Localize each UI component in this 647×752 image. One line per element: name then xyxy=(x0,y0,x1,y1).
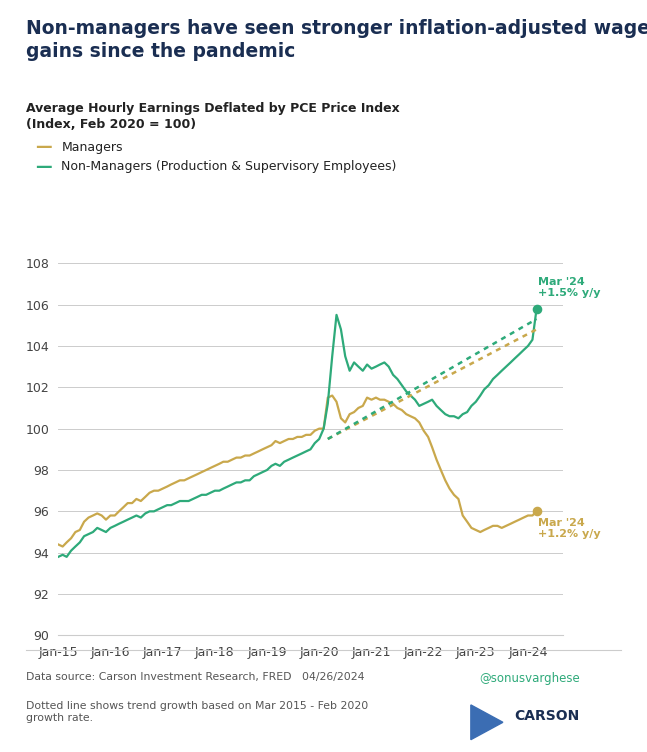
Polygon shape xyxy=(471,705,503,740)
Text: Non-managers have seen stronger inflation-adjusted wage
gains since the pandemic: Non-managers have seen stronger inflatio… xyxy=(26,19,647,61)
Text: @sonusvarghese: @sonusvarghese xyxy=(479,672,580,684)
Text: —: — xyxy=(36,158,52,176)
Text: Mar '24
+1.2% y/y: Mar '24 +1.2% y/y xyxy=(538,517,601,539)
Text: CARSON: CARSON xyxy=(514,709,580,723)
Point xyxy=(531,505,542,517)
Text: Dotted line shows trend growth based on Mar 2015 - Feb 2020
growth rate.: Dotted line shows trend growth based on … xyxy=(26,701,368,723)
Text: Non-Managers (Production & Supervisory Employees): Non-Managers (Production & Supervisory E… xyxy=(61,160,397,174)
Text: Data source: Carson Investment Research, FRED   04/26/2024: Data source: Carson Investment Research,… xyxy=(26,672,364,681)
Point xyxy=(531,303,542,315)
Text: Mar '24
+1.5% y/y: Mar '24 +1.5% y/y xyxy=(538,277,601,299)
Text: Average Hourly Earnings Deflated by PCE Price Index
(Index, Feb 2020 = 100): Average Hourly Earnings Deflated by PCE … xyxy=(26,102,400,131)
Text: —: — xyxy=(36,138,52,156)
Text: Managers: Managers xyxy=(61,141,123,154)
